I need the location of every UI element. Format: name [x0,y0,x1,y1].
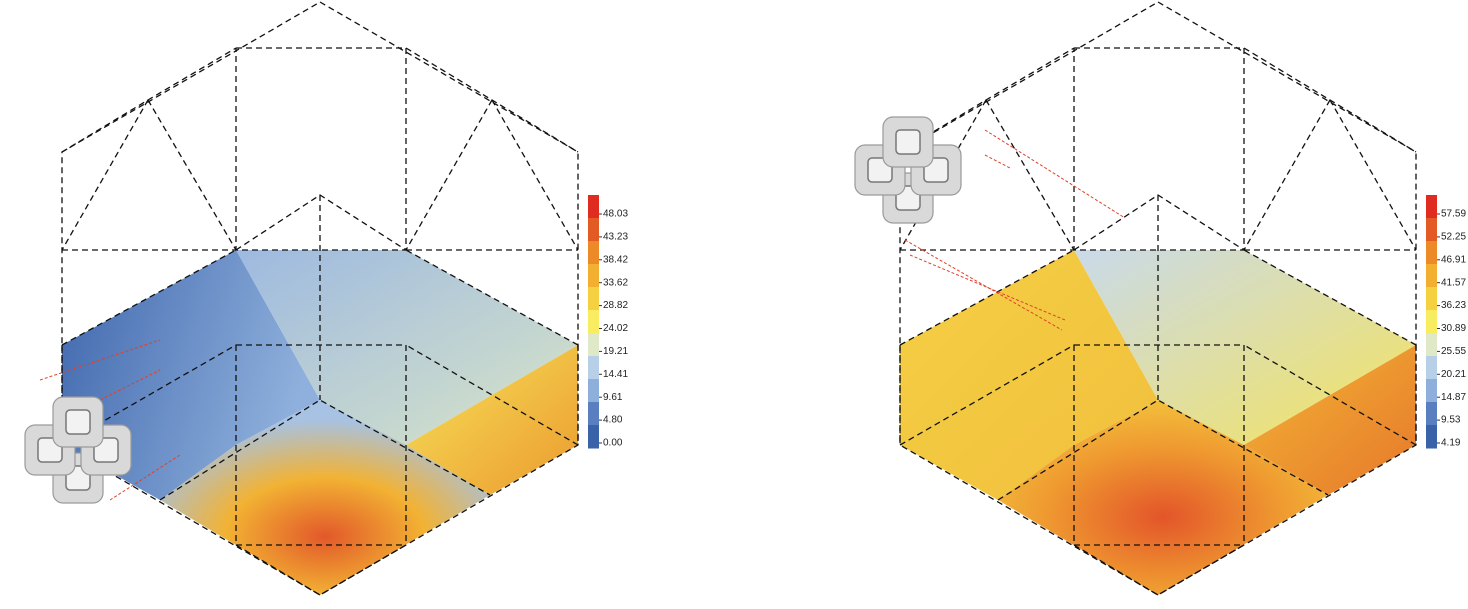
colorbar-band [1426,310,1437,334]
colorbar-label: 24.02 [603,323,628,334]
colorbar-label: 4.80 [603,415,623,426]
surface-face [1074,250,1416,445]
colorbar-band [588,402,599,426]
surface-face [236,250,578,445]
frame-edge [405,249,579,346]
colorbar-label: 46.91 [1441,254,1466,265]
colorbar-band [588,241,599,265]
colorbar-label: 19.21 [603,346,628,357]
frame-edge [899,99,987,251]
colorbar-label: 25.55 [1441,346,1466,357]
unit-cell-hole [65,409,91,435]
colorbar-band [1426,402,1437,426]
colorbar-label: 38.42 [603,254,628,265]
colorbar-label: 41.57 [1441,277,1466,288]
leader-line [39,339,161,381]
colorbar-band [588,425,599,449]
frame-edge [1243,99,1331,251]
colorbar-band [1426,241,1437,265]
frame-edge [997,399,1329,501]
colorbar-label: 14.87 [1441,392,1466,403]
colorbar-band [1426,333,1437,357]
frame-edge [405,344,579,446]
colorbar-label: 0.00 [603,438,623,449]
unit-cell-hole [895,129,921,155]
frame-edge [405,99,493,251]
frame-edge [1243,249,1417,346]
frame-edge [985,99,1075,251]
colorbar-label: 43.23 [603,232,628,243]
surface-face [1244,345,1416,495]
leader-line [909,254,1066,321]
colorbar-label: 4.19 [1441,438,1461,449]
colorbar-band [1426,195,1437,219]
frame-edge [1073,194,1245,251]
surface-face [998,400,1328,595]
colorbar-band [588,287,599,311]
colorbar-band [588,264,599,288]
colorbar-band [1426,356,1437,380]
colorbar-label: 36.23 [1441,300,1466,311]
frame-edge [1073,544,1245,596]
colorbar-label: 52.25 [1441,232,1466,243]
colorbar-band [588,195,599,219]
colorbar-label: 9.53 [1441,415,1461,426]
surface-face [160,400,490,595]
frame-edge [1073,47,1245,251]
colorbar-band [1426,287,1437,311]
colorbar-band [588,379,599,403]
frame-edge [1243,344,1417,446]
colorbar-band [1426,425,1437,449]
frame-edge [235,544,407,596]
colorbar-label: 9.61 [603,392,623,403]
leader-line [904,239,1063,331]
frame-edge [61,99,149,251]
colorbar-label: 30.89 [1441,323,1466,334]
colorbar-band [1426,264,1437,288]
frame-edge [235,47,407,251]
colorbar-band [1426,379,1437,403]
leader-line [109,454,181,501]
frame-edge [147,99,237,251]
frame-edge [899,344,1075,446]
colorbar-band [588,333,599,357]
frame-edge [491,99,579,251]
colorbar-label: 14.41 [603,369,628,380]
frame-edge [159,399,491,501]
surface-face [406,345,578,495]
colorbar-label: 28.82 [603,300,628,311]
colorbar-label: 48.03 [603,209,628,220]
surface-face [900,250,1158,500]
colorbar-band [588,310,599,334]
colorbar-band [588,218,599,242]
leader-line [984,129,1126,219]
leader-line [59,369,161,421]
frame-edge [61,249,237,346]
frame-edge [235,194,407,251]
frame-edge [1329,99,1417,251]
colorbar-band [1426,218,1437,242]
colorbar-label: 33.62 [603,277,628,288]
colorbar-label: 20.21 [1441,369,1466,380]
colorbar-label: 57.59 [1441,209,1466,220]
frame-edge [61,47,237,153]
leader-line [984,154,1011,169]
colorbar-band [588,356,599,380]
frame-edge [899,249,1075,346]
